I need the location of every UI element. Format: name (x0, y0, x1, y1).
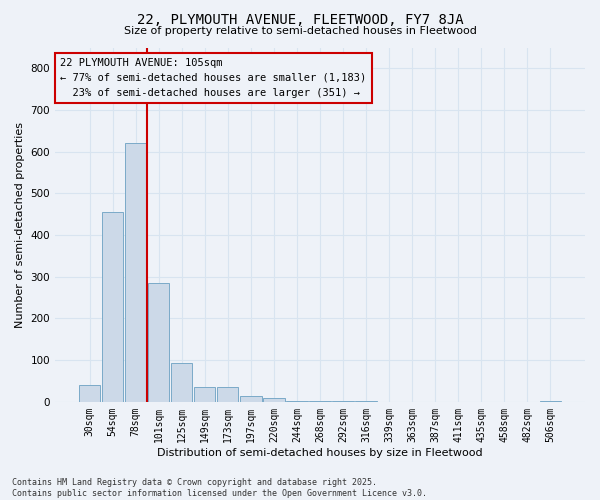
Bar (241, 396, 262, 402)
Bar (148, 283, 169, 402)
Bar (310, 401, 331, 402)
X-axis label: Distribution of semi-detached houses by size in Fleetwood: Distribution of semi-detached houses by … (157, 448, 483, 458)
Bar (125, 144, 146, 402)
Text: 22, PLYMOUTH AVENUE, FLEETWOOD, FY7 8JA: 22, PLYMOUTH AVENUE, FLEETWOOD, FY7 8JA (137, 12, 463, 26)
Bar (217, 387, 238, 402)
Bar (79, 385, 100, 402)
Bar (102, 212, 124, 402)
Text: 22 PLYMOUTH AVENUE: 105sqm
← 77% of semi-detached houses are smaller (1,183)
  2: 22 PLYMOUTH AVENUE: 105sqm ← 77% of semi… (61, 58, 367, 98)
Bar (194, 387, 215, 402)
Text: Size of property relative to semi-detached houses in Fleetwood: Size of property relative to semi-detach… (124, 26, 476, 36)
Text: Contains HM Land Registry data © Crown copyright and database right 2025.
Contai: Contains HM Land Registry data © Crown c… (12, 478, 427, 498)
Y-axis label: Number of semi-detached properties: Number of semi-detached properties (15, 122, 25, 328)
Bar (171, 364, 193, 402)
Bar (286, 400, 308, 402)
Bar (263, 398, 284, 402)
Bar (540, 400, 561, 402)
